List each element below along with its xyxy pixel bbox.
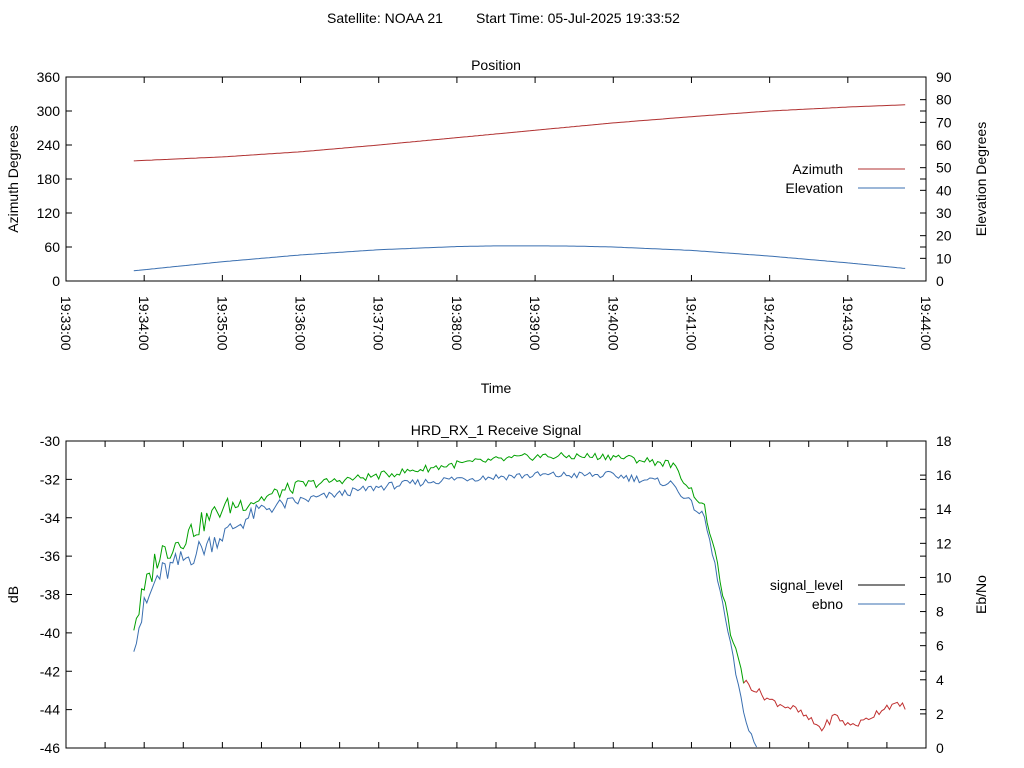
y-tick-label: -30 — [40, 433, 60, 449]
y-tick-label: 360 — [37, 69, 61, 85]
x-tick-label: 19:33:00 — [58, 296, 74, 351]
x-tick-label: 19:34:00 — [136, 296, 152, 351]
x-tick-label: 19:40:00 — [605, 296, 621, 351]
y2-tick-label: 10 — [936, 250, 952, 266]
y2-tick-label: 0 — [936, 740, 944, 756]
elevation-series-line — [133, 245, 906, 272]
y-tick-label: -38 — [40, 587, 60, 603]
position-chart: Position 0 60 120 180 240 300 360 0 10 20 30 40 50 60 7… — [5, 57, 989, 396]
x-tick-label: 19:44:00 — [918, 296, 934, 351]
y2-tick-label: 80 — [936, 92, 952, 108]
x-tick-label: 19:41:00 — [683, 296, 699, 351]
y-tick-label: 240 — [37, 137, 61, 153]
x-tick-label: 19:37:00 — [371, 296, 387, 351]
y2-axis-label: Eb/No — [973, 575, 989, 614]
y-tick-label: 300 — [37, 103, 61, 119]
x-axis-label: Time — [481, 380, 512, 396]
y2-tick-label: 20 — [936, 228, 952, 244]
legend-label: Elevation — [785, 180, 843, 196]
y-tick-label: -32 — [40, 471, 60, 487]
y-tick-label: 60 — [44, 239, 60, 255]
y-tick-label: -36 — [40, 548, 60, 564]
chart-title: HRD_RX_1 Receive Signal — [411, 422, 581, 438]
y2-tick-label: 14 — [936, 501, 952, 517]
y2-tick-label: 10 — [936, 569, 952, 585]
ebno-series-line — [133, 470, 758, 748]
plot-frame — [65, 440, 927, 749]
x-tick-label: 19:42:00 — [762, 296, 778, 351]
y2-tick-label: 0 — [936, 273, 944, 289]
y2-tick-label: 18 — [936, 433, 952, 449]
y2-tick-label: 50 — [936, 160, 952, 176]
data-series-line — [743, 679, 906, 732]
data-series-line — [133, 451, 745, 684]
y2-tick-label: 6 — [936, 638, 944, 654]
y2-tick-label: 30 — [936, 205, 952, 221]
y-tick-label: -40 — [40, 625, 60, 641]
x-tick-label: 19:35:00 — [214, 296, 230, 351]
receive-signal-chart: HRD_RX_1 Receive Signal -46 -44 -42 -40 -38 -3… — [5, 422, 989, 756]
y-tick-label: -34 — [40, 510, 60, 526]
y2-tick-label: 70 — [936, 114, 952, 130]
x-tick-label: 19:38:00 — [449, 296, 465, 351]
y-tick-label: -42 — [40, 663, 60, 679]
start-time-label: Start Time: 05-Jul-2025 19:33:52 — [476, 10, 680, 26]
plot-frame — [65, 76, 927, 282]
legend-label: Azimuth — [792, 161, 843, 177]
y-axis-label: Azimuth Degrees — [5, 125, 21, 232]
legend-label: ebno — [812, 596, 843, 612]
x-tick-label: 19:36:00 — [293, 296, 309, 351]
y2-tick-label: 12 — [936, 535, 952, 551]
y2-tick-label: 8 — [936, 604, 944, 620]
chart-title: Position — [471, 57, 521, 73]
y2-tick-label: 16 — [936, 467, 952, 483]
satellite-label: Satellite: NOAA 21 — [327, 10, 443, 26]
y2-tick-label: 40 — [936, 182, 952, 198]
y-tick-label: 120 — [37, 205, 61, 221]
x-tick-label: 19:39:00 — [527, 296, 543, 351]
legend-label: signal_level — [770, 577, 843, 593]
y-tick-label: 180 — [37, 171, 61, 187]
y-axis-label: dB — [5, 586, 21, 603]
y2-tick-label: 4 — [936, 672, 944, 688]
y-tick-label: -44 — [40, 702, 60, 718]
x-tick-label: 19:43:00 — [840, 296, 856, 351]
y-tick-label: -46 — [40, 740, 60, 756]
y2-tick-label: 2 — [936, 706, 944, 722]
y2-tick-label: 60 — [936, 137, 952, 153]
azimuth-series-line — [133, 104, 906, 162]
y2-axis-label: Elevation Degrees — [973, 122, 989, 236]
y-tick-label: 0 — [52, 273, 60, 289]
y2-tick-label: 90 — [936, 69, 952, 85]
